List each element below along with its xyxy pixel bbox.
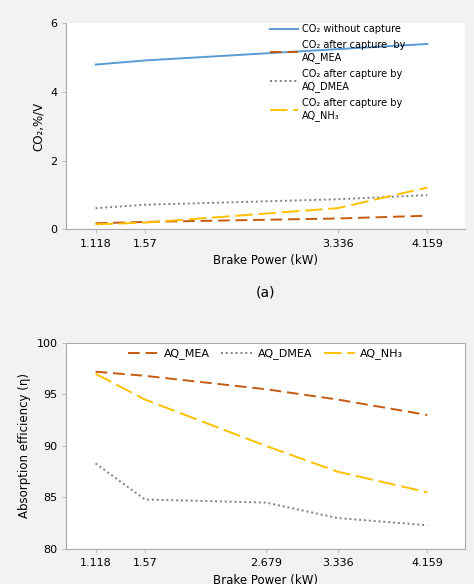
Legend: AQ_MEA, AQ_DMEA, AQ_NH₃: AQ_MEA, AQ_DMEA, AQ_NH₃ — [128, 349, 403, 359]
X-axis label: Brake Power (kW): Brake Power (kW) — [213, 254, 318, 267]
Legend: CO₂ without capture, CO₂ after capture  by
AQ_MEA, CO₂ after capture by
AQ_DMEA,: CO₂ without capture, CO₂ after capture b… — [270, 24, 406, 120]
Text: (a): (a) — [255, 285, 275, 299]
Y-axis label: CO₂,%/V: CO₂,%/V — [32, 102, 45, 151]
X-axis label: Brake Power (kW): Brake Power (kW) — [213, 573, 318, 584]
Y-axis label: Absorption efficiency (η): Absorption efficiency (η) — [18, 373, 31, 519]
